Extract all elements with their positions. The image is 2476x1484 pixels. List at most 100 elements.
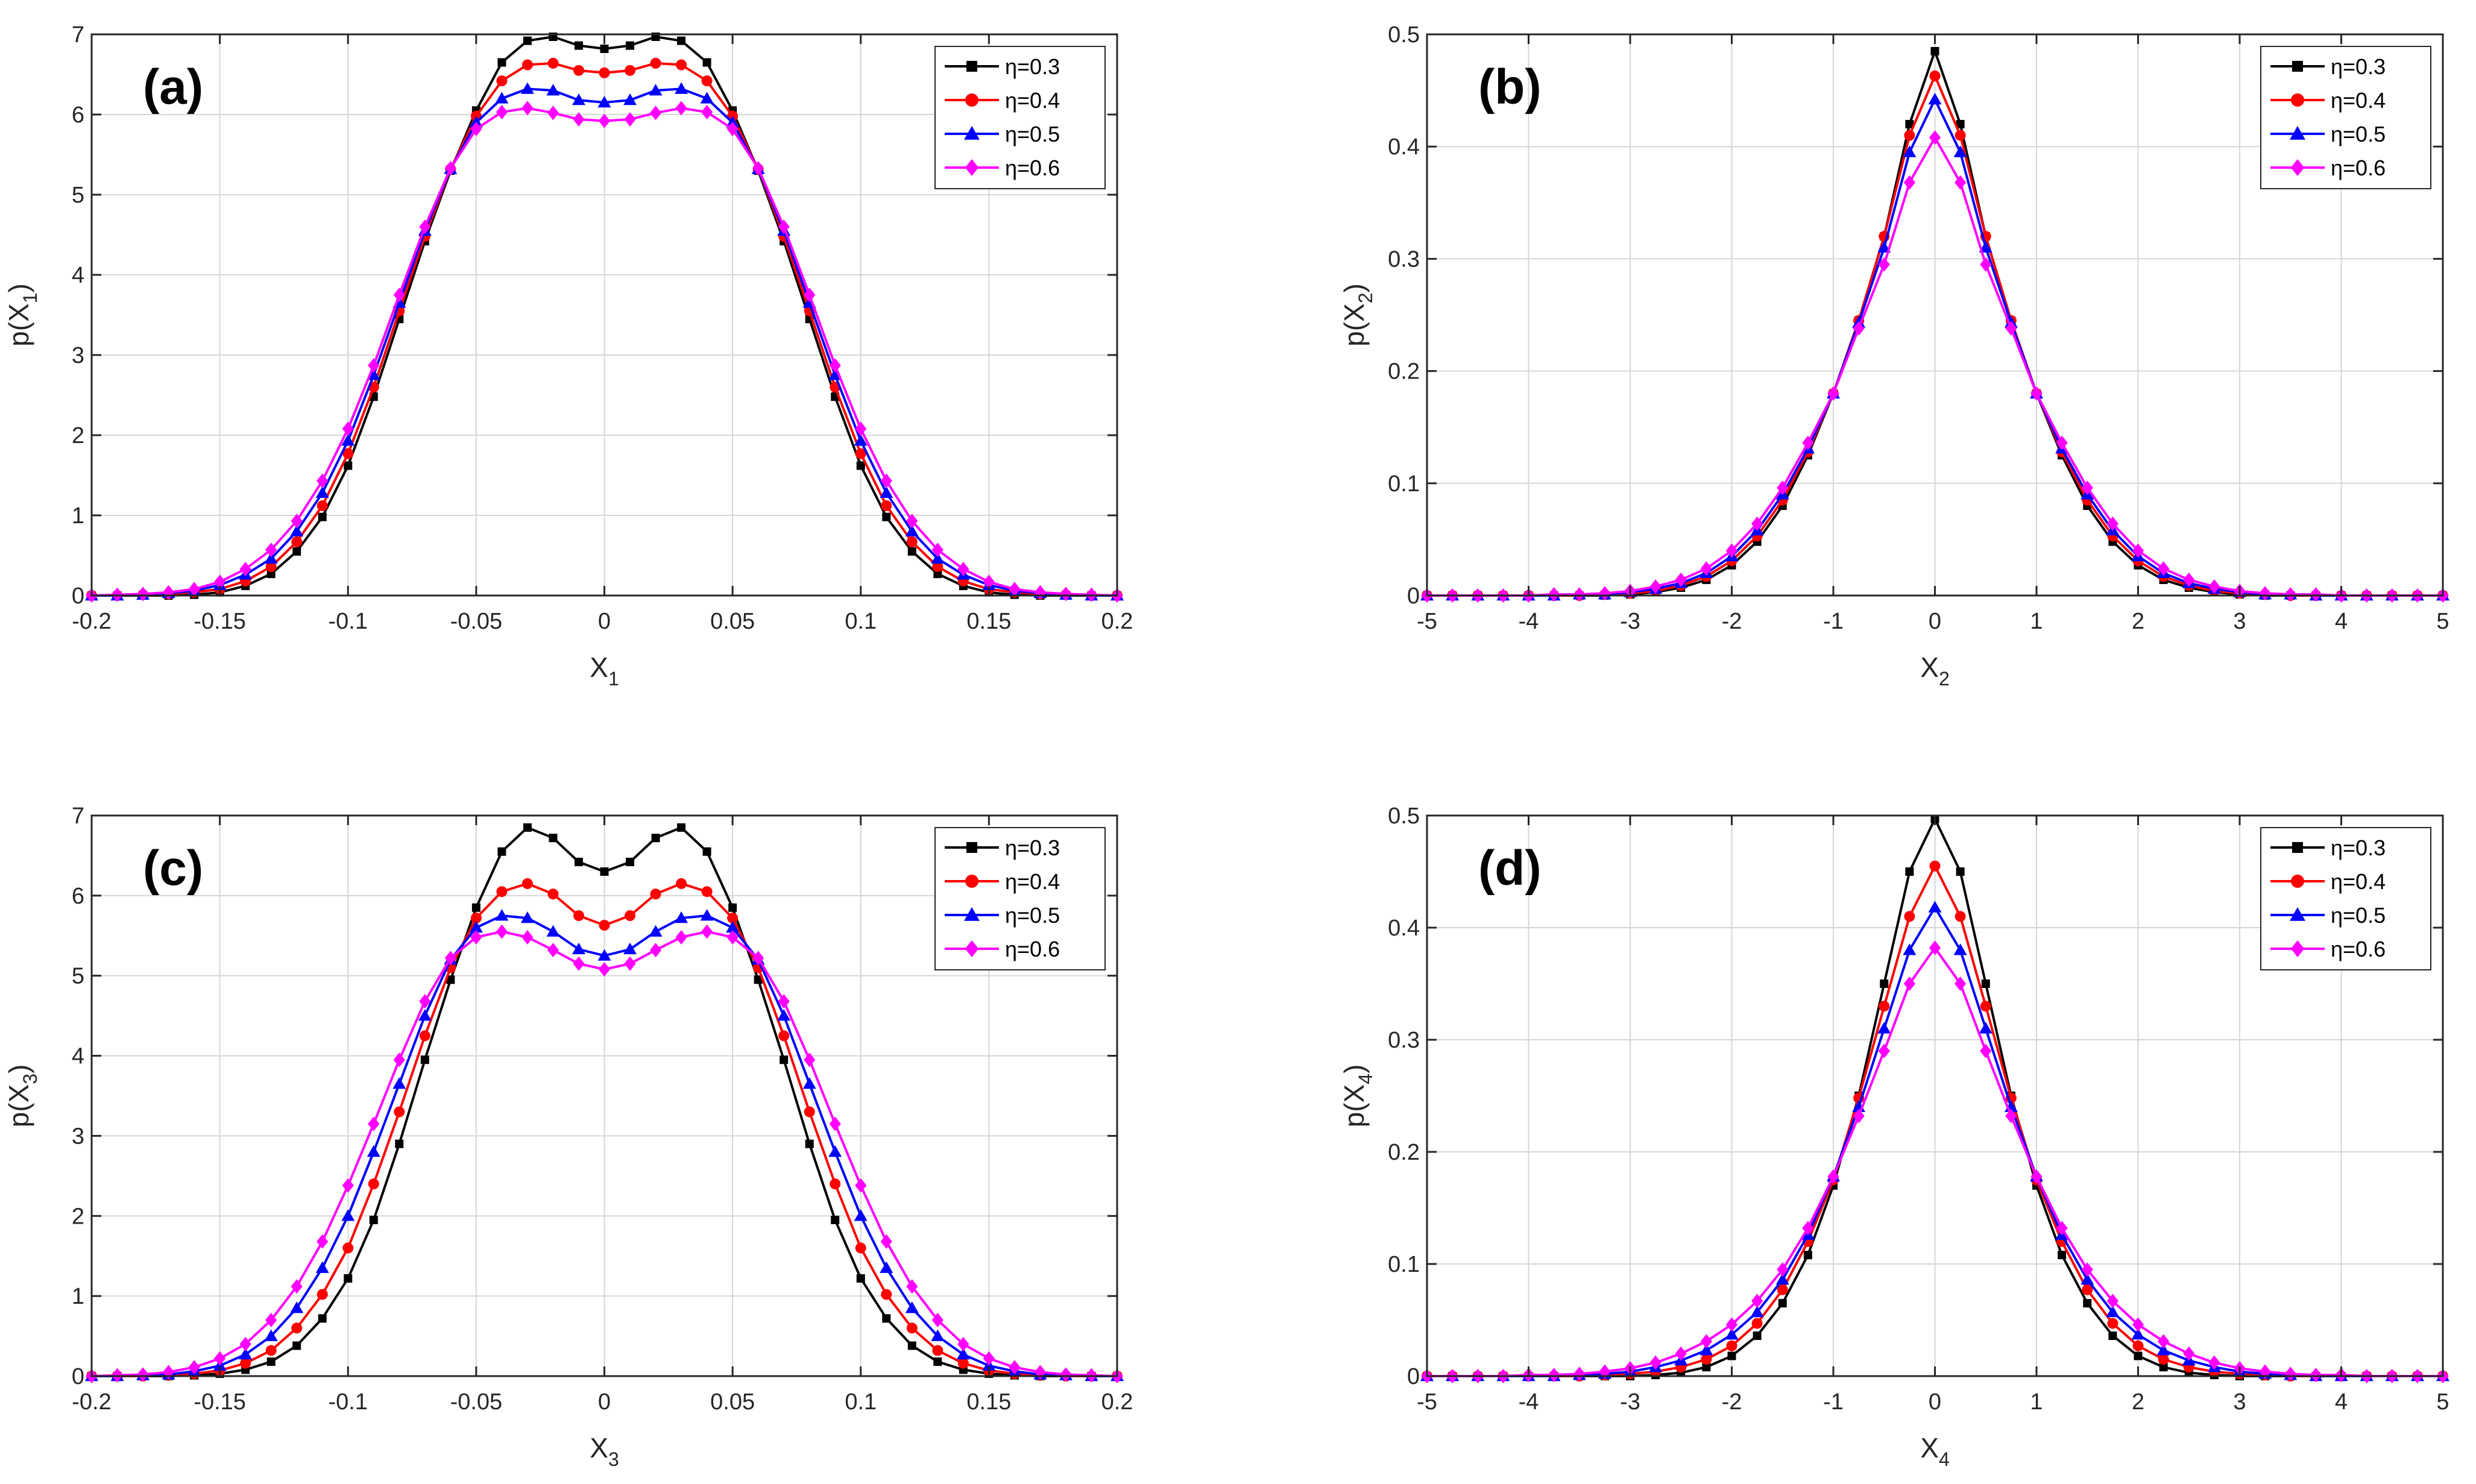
data-point xyxy=(778,994,790,1009)
x-tick-label: 0.1 xyxy=(845,1389,877,1415)
x-tick-label: 0.2 xyxy=(1101,609,1133,634)
data-point xyxy=(1955,976,1967,991)
data-point xyxy=(957,562,969,577)
legend-entry: η=0.3 xyxy=(945,54,1060,79)
data-point xyxy=(574,41,583,50)
data-point xyxy=(341,434,355,446)
data-point xyxy=(881,1289,892,1300)
data-point xyxy=(956,1348,970,1360)
data-point xyxy=(419,1030,430,1042)
data-point xyxy=(1009,582,1021,597)
data-point xyxy=(624,112,636,127)
data-point xyxy=(1955,175,1967,190)
data-point xyxy=(1903,175,1915,190)
legend-marker xyxy=(2291,93,2304,107)
data-point xyxy=(2005,321,2017,336)
data-point xyxy=(856,461,865,470)
data-point xyxy=(342,1178,354,1193)
data-point xyxy=(444,161,456,176)
data-point xyxy=(137,586,149,602)
data-point xyxy=(290,524,304,536)
data-point xyxy=(752,161,764,176)
data-point xyxy=(931,1329,945,1341)
data-point xyxy=(520,911,534,923)
data-point xyxy=(906,514,918,529)
data-point xyxy=(470,121,482,136)
data-point xyxy=(2134,1351,2143,1360)
data-point xyxy=(780,1055,789,1064)
data-point xyxy=(214,574,226,590)
x-tick-label: -5 xyxy=(1417,1389,1437,1415)
data-point xyxy=(1981,979,1990,988)
y-axis-label: p(X4) xyxy=(1338,1064,1376,1128)
data-point xyxy=(1775,1273,1789,1285)
data-point xyxy=(368,1178,379,1190)
legend-marker xyxy=(965,940,979,957)
data-point xyxy=(1699,1344,1713,1356)
data-point xyxy=(521,101,534,116)
data-point xyxy=(675,929,687,945)
data-point xyxy=(547,105,559,121)
data-point xyxy=(549,834,558,843)
data-point xyxy=(1750,1305,1764,1318)
data-point xyxy=(880,1261,893,1273)
x-tick-label: 0 xyxy=(598,1389,611,1415)
data-point xyxy=(367,1145,380,1157)
data-point xyxy=(317,500,328,512)
legend: η=0.3 η=0.4 η=0.5 η=0.6 xyxy=(934,827,1106,970)
data-point xyxy=(1649,1355,1662,1370)
data-point xyxy=(1701,1354,1712,1365)
legend-marker xyxy=(966,842,977,853)
data-point xyxy=(1929,940,1941,955)
data-point xyxy=(855,448,866,459)
data-point xyxy=(1675,1346,1687,1361)
legend-label: η=0.3 xyxy=(1005,54,1060,79)
data-point xyxy=(1980,1043,1992,1058)
x-tick-label: -0.1 xyxy=(329,609,368,634)
y-tick-label: 0.1 xyxy=(1388,471,1420,497)
x-tick-label: 3 xyxy=(2233,609,2246,634)
data-point xyxy=(700,909,714,921)
data-point xyxy=(804,288,816,303)
data-point xyxy=(1905,867,1914,876)
y-tick-label: 0.4 xyxy=(1388,916,1420,941)
y-axis-label: p(X3) xyxy=(3,1064,41,1128)
legend: η=0.3 η=0.4 η=0.5 η=0.6 xyxy=(2260,827,2431,970)
y-tick-label: 2 xyxy=(72,423,84,448)
data-point xyxy=(470,913,482,924)
data-point xyxy=(1778,1299,1787,1308)
y-tick-label: 0 xyxy=(1407,1364,1420,1389)
data-point xyxy=(420,1055,429,1064)
y-tick-label: 0.5 xyxy=(1388,803,1420,829)
data-point xyxy=(2081,1273,2094,1285)
legend-label: η=0.4 xyxy=(1005,869,1060,894)
legend-label: η=0.6 xyxy=(2331,937,2386,961)
data-point xyxy=(599,67,610,78)
data-point xyxy=(726,116,740,128)
data-point xyxy=(521,878,533,889)
x-tick-label: -2 xyxy=(1722,609,1742,634)
data-point xyxy=(2132,1340,2144,1351)
data-point xyxy=(292,1341,301,1350)
legend-label: η=0.6 xyxy=(1005,156,1060,180)
data-point xyxy=(315,1261,329,1273)
data-point xyxy=(701,886,713,898)
series-4 xyxy=(1421,940,2449,1383)
data-point xyxy=(496,105,508,120)
x-tick-label: 5 xyxy=(2436,609,2449,634)
data-point xyxy=(2159,1363,2168,1372)
x-tick-label: -4 xyxy=(1519,609,1539,634)
data-point xyxy=(2108,1332,2117,1341)
data-point xyxy=(2081,480,2093,495)
data-point xyxy=(907,1341,916,1350)
data-point xyxy=(778,1030,790,1042)
legend-marker xyxy=(965,93,978,107)
data-point xyxy=(1877,241,1891,253)
data-point xyxy=(317,1234,329,1249)
x-tick-label: -1 xyxy=(1823,609,1844,634)
data-point xyxy=(2183,572,2195,587)
data-point xyxy=(393,1052,405,1067)
data-point xyxy=(2183,1346,2195,1361)
legend-marker xyxy=(2290,907,2305,921)
